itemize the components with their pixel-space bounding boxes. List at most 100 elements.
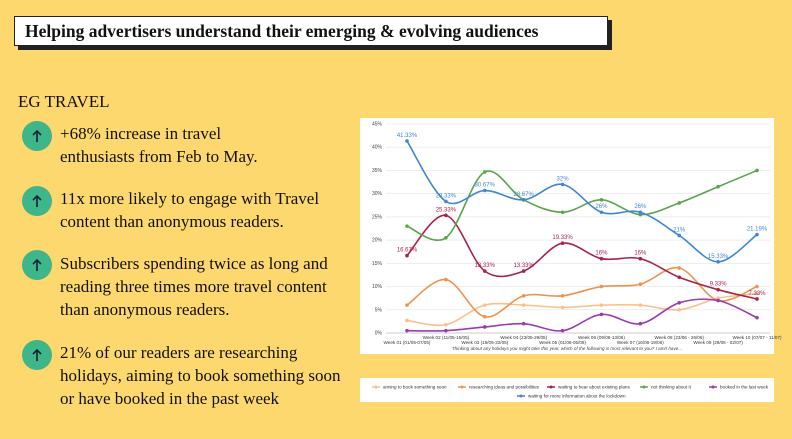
point [677, 233, 682, 238]
y-tick-label: 35% [372, 168, 383, 174]
point [482, 170, 487, 174]
y-tick-label: 0% [375, 331, 383, 337]
value-label: 16% [634, 251, 647, 257]
legend-swatch [549, 385, 553, 389]
value-label: 25.33% [436, 207, 457, 213]
point [405, 318, 409, 323]
value-label: 9.33% [710, 282, 728, 288]
point [405, 303, 409, 307]
value-label: 19.33% [552, 235, 573, 241]
point [444, 277, 448, 282]
value-label: 7.33% [748, 291, 766, 297]
legend-label: researching ideas and possibilities [469, 385, 540, 390]
point [755, 168, 759, 173]
value-label: 26% [634, 204, 647, 210]
x-tick-label: Week 04 (23/05-29/05) [500, 335, 547, 340]
point [755, 284, 759, 289]
point [405, 139, 409, 143]
point [677, 275, 682, 280]
point [638, 282, 643, 287]
value-label: 13.33% [475, 263, 496, 269]
point [638, 303, 643, 307]
legend-label: not thinking about it [651, 385, 692, 390]
y-tick-label: 45% [372, 122, 383, 128]
point [755, 291, 759, 296]
legend-label: aiming to book something soon [383, 385, 447, 390]
point [482, 188, 487, 193]
point [638, 256, 643, 261]
value-label: 41.33% [397, 133, 418, 139]
point [482, 325, 487, 329]
x-tick-label: Week 06 (09/06-13/06) [578, 335, 625, 340]
series-line [406, 292, 758, 327]
point [444, 328, 448, 333]
bullet-icon [22, 121, 52, 151]
point [599, 210, 604, 215]
x-tick-label: Week 01 (01/05-07/05) [384, 340, 431, 345]
point [521, 321, 526, 326]
value-label: 21% [673, 227, 686, 233]
point [521, 269, 526, 273]
value-label: 16.67% [397, 248, 418, 254]
point [521, 303, 526, 307]
point [716, 184, 720, 189]
point [755, 232, 759, 237]
x-tick-label: Week 07 (16/06-19/06) [617, 340, 664, 345]
point [560, 241, 565, 246]
legend-swatch [460, 385, 464, 389]
y-tick-label: 25% [372, 214, 383, 220]
point [482, 269, 487, 273]
legend-swatch [711, 385, 715, 389]
legend-box [360, 378, 774, 402]
x-tick-label: Week 08 (23/06 - 26/06) [654, 335, 704, 340]
bullet-text: Subscribers spending twice as long and r… [60, 254, 328, 319]
y-tick-label: 10% [372, 284, 383, 290]
point [482, 303, 487, 307]
point [444, 199, 448, 204]
point [599, 303, 604, 307]
header-title: Helping advertisers understand their eme… [25, 21, 539, 41]
point [677, 307, 682, 312]
bullet-text: 11x more likely to engage with Travel co… [60, 189, 320, 231]
legend-label: booked in the last week [720, 385, 769, 390]
value-label: 15.33% [708, 254, 729, 260]
bullet-text: 21% of our readers are researching holid… [60, 343, 341, 408]
point [677, 201, 682, 205]
point [444, 322, 448, 327]
section-title: EG TRAVEL [18, 92, 110, 111]
legend-swatch [519, 394, 523, 398]
point [677, 266, 682, 270]
value-label: 26% [595, 204, 608, 210]
bullet-icon [22, 250, 52, 280]
value-label: 30.67% [475, 183, 496, 189]
point [716, 287, 720, 292]
point [560, 294, 565, 298]
point [560, 210, 565, 215]
bullet-icon [22, 340, 52, 370]
point [599, 284, 604, 289]
point [638, 210, 643, 215]
y-tick-label: 30% [372, 191, 383, 197]
point [599, 198, 604, 202]
legend-swatch [642, 385, 646, 389]
point [677, 301, 682, 305]
point [560, 328, 565, 333]
series-line [406, 169, 758, 241]
point [716, 260, 720, 264]
point [755, 315, 759, 320]
value-label: 28.67% [513, 192, 534, 198]
y-tick-label: 15% [372, 261, 383, 267]
x-tick-label: Week 09 (29/06 - 02/07) [693, 340, 743, 345]
x-tick-label: Week 03 (19/05-22/05) [461, 340, 508, 345]
value-label: 16% [595, 251, 608, 257]
value-label: 21.19% [747, 227, 768, 233]
point [599, 312, 604, 317]
legend-label: waiting for more information about the l… [528, 394, 626, 399]
point [405, 328, 409, 333]
point [755, 297, 759, 301]
point [444, 235, 448, 240]
y-tick-label: 20% [372, 238, 383, 244]
point [599, 256, 604, 261]
